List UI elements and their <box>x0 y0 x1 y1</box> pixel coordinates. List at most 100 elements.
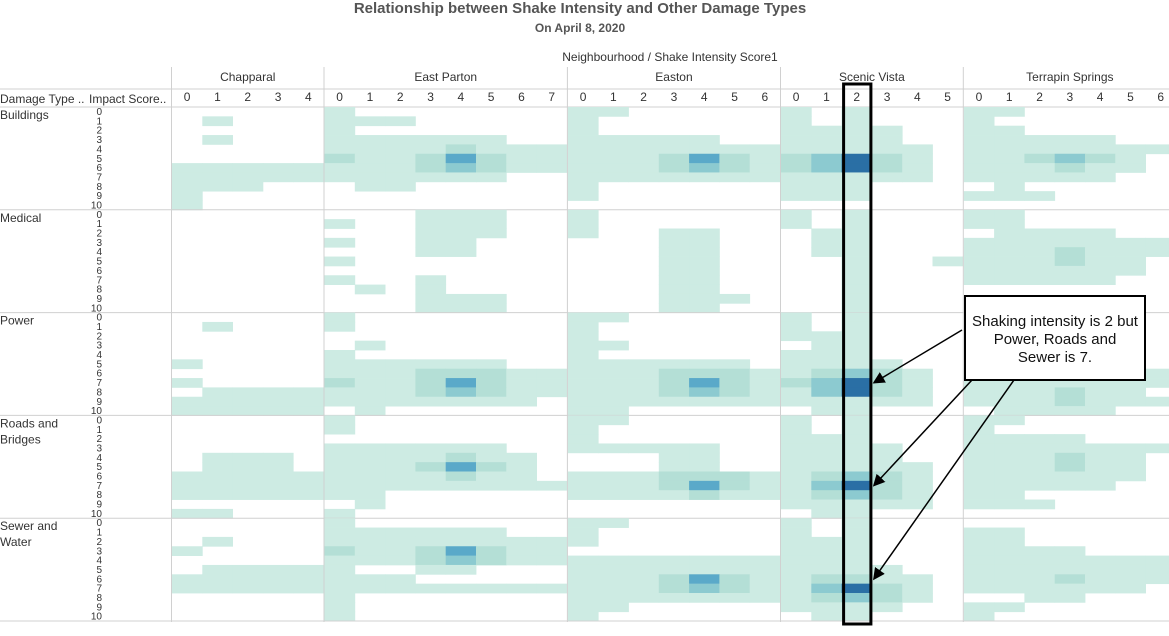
heatmap-cell <box>811 593 842 603</box>
heatmap-cell <box>354 546 386 556</box>
heatmap-cell <box>232 163 264 173</box>
heatmap-cell <box>476 144 507 155</box>
heatmap-cell <box>689 564 720 575</box>
heatmap-cell <box>476 303 507 314</box>
heatmap-cell <box>385 480 416 491</box>
heatmap-cell <box>567 480 599 491</box>
heatmap-cell <box>324 564 356 575</box>
heatmap-cell <box>1115 443 1146 454</box>
heatmap-cell <box>658 564 690 575</box>
heatmap-cell <box>445 536 477 547</box>
heatmap-cell <box>781 163 812 173</box>
heatmap-cell <box>262 583 294 594</box>
heatmap-cell <box>689 303 720 314</box>
heatmap-cell <box>781 396 812 407</box>
heatmap-cell <box>202 583 233 594</box>
heatmap-cell <box>841 462 873 472</box>
heatmap-cell <box>1054 471 1086 482</box>
x-tick-label: 0 <box>976 90 983 104</box>
heatmap-cell <box>385 471 416 482</box>
y-tick-label: 2 <box>96 331 102 342</box>
heatmap-cell <box>811 228 842 239</box>
heatmap-cell <box>841 135 873 145</box>
heatmap-cell <box>536 546 568 556</box>
heatmap-cell <box>719 574 751 585</box>
heatmap-cell <box>963 116 995 127</box>
heatmap-cell <box>781 536 812 547</box>
heatmap-cell <box>963 480 995 491</box>
heatmap-cell <box>598 312 629 323</box>
heatmap-cell <box>963 574 995 585</box>
heatmap-cell <box>476 443 507 454</box>
heatmap-cell <box>781 518 812 528</box>
heatmap-cell <box>324 378 356 388</box>
heatmap-cell <box>689 387 720 398</box>
heatmap-cell <box>293 163 324 173</box>
x-tick-label: 6 <box>518 90 525 104</box>
x-tick-label: 1 <box>823 90 830 104</box>
x-tick-label: 5 <box>731 90 738 104</box>
heatmap-cell <box>811 452 842 463</box>
heatmap-cell <box>841 116 873 127</box>
heatmap-cell <box>598 471 629 482</box>
heatmap-cell <box>506 546 537 556</box>
heatmap-cell <box>567 219 599 229</box>
heatmap-cell <box>994 555 1025 566</box>
heatmap-cell <box>811 499 842 510</box>
heatmap-cell <box>598 593 629 603</box>
heatmap-cell <box>415 443 447 454</box>
heatmap-cell <box>963 564 995 575</box>
heatmap-cell <box>719 593 751 603</box>
heatmap-cell <box>567 350 599 360</box>
heatmap-cell <box>445 303 477 314</box>
heatmap-cell <box>1054 443 1086 454</box>
heatmap-cell <box>628 163 660 173</box>
heatmap-cell <box>1024 583 1056 594</box>
heatmap-cell <box>1054 237 1086 248</box>
heatmap-cell <box>262 490 294 500</box>
heatmap-cell <box>567 593 599 603</box>
heatmap-cell <box>841 583 873 594</box>
heatmap-cell <box>1145 237 1169 248</box>
heatmap-cell <box>567 602 599 613</box>
heatmap-cell <box>536 387 568 398</box>
heatmap-cell <box>262 172 294 183</box>
heatmap-cell <box>963 265 995 276</box>
column-header: Neighbourhood / Shake Intensity Score1 <box>562 50 778 64</box>
heatmap-cell <box>445 396 477 407</box>
heatmap-cell <box>628 490 660 500</box>
heatmap-cell <box>202 181 233 192</box>
heatmap-cell <box>994 452 1025 463</box>
heatmap-cell <box>324 574 356 585</box>
heatmap-cell <box>811 480 842 491</box>
heatmap-cell <box>567 144 599 155</box>
y-tick-label: 2 <box>96 229 102 240</box>
heatmap-cell <box>994 406 1025 416</box>
heatmap-cell <box>202 574 233 585</box>
y-tick-label: 10 <box>91 201 103 212</box>
heatmap-cell <box>293 471 324 482</box>
heatmap-cell <box>963 443 995 454</box>
heatmap-cell <box>567 172 599 183</box>
y-tick-label: 0 <box>96 518 102 529</box>
heatmap-cell <box>1115 555 1146 566</box>
heatmap-cell <box>811 125 842 136</box>
y-tick-label: 8 <box>96 490 102 501</box>
heatmap-cell <box>628 443 660 454</box>
y-tick-label: 7 <box>96 275 102 286</box>
heatmap-cell <box>781 359 812 370</box>
heatmap-cell <box>232 396 264 407</box>
heatmap-cell <box>689 378 720 388</box>
heatmap-cell <box>354 574 386 585</box>
heatmap-cell <box>811 536 842 547</box>
heatmap-cell <box>689 462 720 472</box>
heatmap-cell <box>902 163 933 173</box>
heatmap-cell <box>689 359 720 370</box>
heatmap-cell <box>1024 135 1056 145</box>
heatmap-cell <box>598 406 629 416</box>
heatmap-cell <box>749 471 781 482</box>
heatmap-cell <box>598 359 629 370</box>
heatmap-cell <box>1085 275 1116 285</box>
heatmap-cell <box>1115 471 1146 482</box>
